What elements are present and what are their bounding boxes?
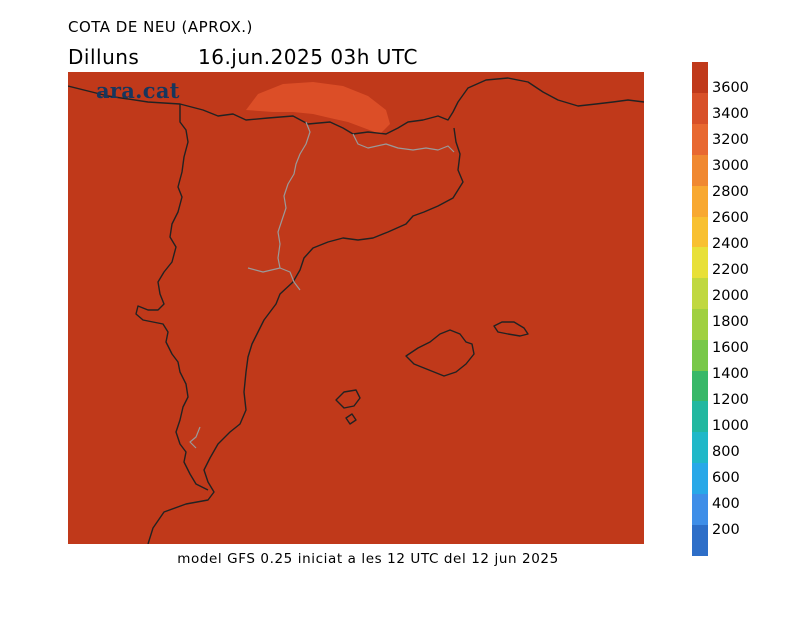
legend-swatch [692, 246, 708, 279]
legend-label: 2400 [712, 236, 749, 252]
legend-label: 600 [712, 470, 740, 486]
legend-label: 2600 [712, 210, 749, 226]
legend-label: 800 [712, 444, 740, 460]
ara-logo[interactable]: ara.cat [96, 78, 180, 103]
color-legend [692, 62, 708, 556]
pyrenees-highlight [246, 82, 390, 134]
mallorca-island [405, 329, 475, 377]
legend-label: 3600 [712, 80, 749, 96]
legend-label: 1600 [712, 340, 749, 356]
ibiza-island [335, 389, 361, 409]
legend-swatch [692, 308, 708, 340]
legend-swatch [692, 370, 708, 402]
legend-swatch [692, 185, 708, 217]
legend-label: 3400 [712, 106, 749, 122]
legend-swatch [692, 339, 708, 371]
legend-swatch [692, 62, 708, 94]
menorca-island [493, 321, 529, 337]
chart-title: COTA DE NEU (APROX.) [68, 18, 253, 36]
legend-label: 2000 [712, 288, 749, 304]
model-info: model GFS 0.25 iniciat a les 12 UTC del … [0, 551, 800, 567]
legend-swatch [692, 123, 708, 155]
legend-label: 1200 [712, 392, 749, 408]
murcia-border [189, 426, 201, 449]
catalonia-aragon-border [277, 121, 311, 291]
forecast-time: 16.jun.2025 03h UTC [198, 45, 418, 69]
france-border [68, 77, 644, 135]
forecast-day: Dilluns [68, 45, 140, 69]
legend-swatch [692, 524, 708, 556]
legend-label: 3200 [712, 132, 749, 148]
legend-label: 3000 [712, 158, 749, 174]
model-info-text: model GFS 0.25 iniciat a les 12 UTC del … [177, 551, 559, 567]
legend-label: 1400 [712, 366, 749, 382]
legend-label: 2800 [712, 184, 749, 200]
legend-swatch [692, 400, 708, 433]
map-background [68, 72, 644, 544]
legend-label: 200 [712, 522, 740, 538]
formentera-island [345, 413, 357, 425]
spain-interior-border [135, 104, 209, 491]
legend-label: 2200 [712, 262, 749, 278]
snow-level-map [68, 72, 644, 544]
legend-label: 400 [712, 496, 740, 512]
valencia-border [247, 267, 281, 273]
andorra-border [352, 133, 455, 153]
legend-swatch [692, 92, 708, 125]
legend-swatch [692, 154, 708, 186]
legend-swatch [692, 277, 708, 309]
legend-label: 1800 [712, 314, 749, 330]
catalonia-coast [147, 127, 464, 544]
legend-swatch [692, 493, 708, 525]
legend-label: 1000 [712, 418, 749, 434]
legend-swatch [692, 462, 708, 494]
forecast-datetime: Dilluns 16.jun.2025 03h UTC [68, 45, 418, 69]
legend-swatch [692, 216, 708, 248]
legend-swatch [692, 431, 708, 464]
